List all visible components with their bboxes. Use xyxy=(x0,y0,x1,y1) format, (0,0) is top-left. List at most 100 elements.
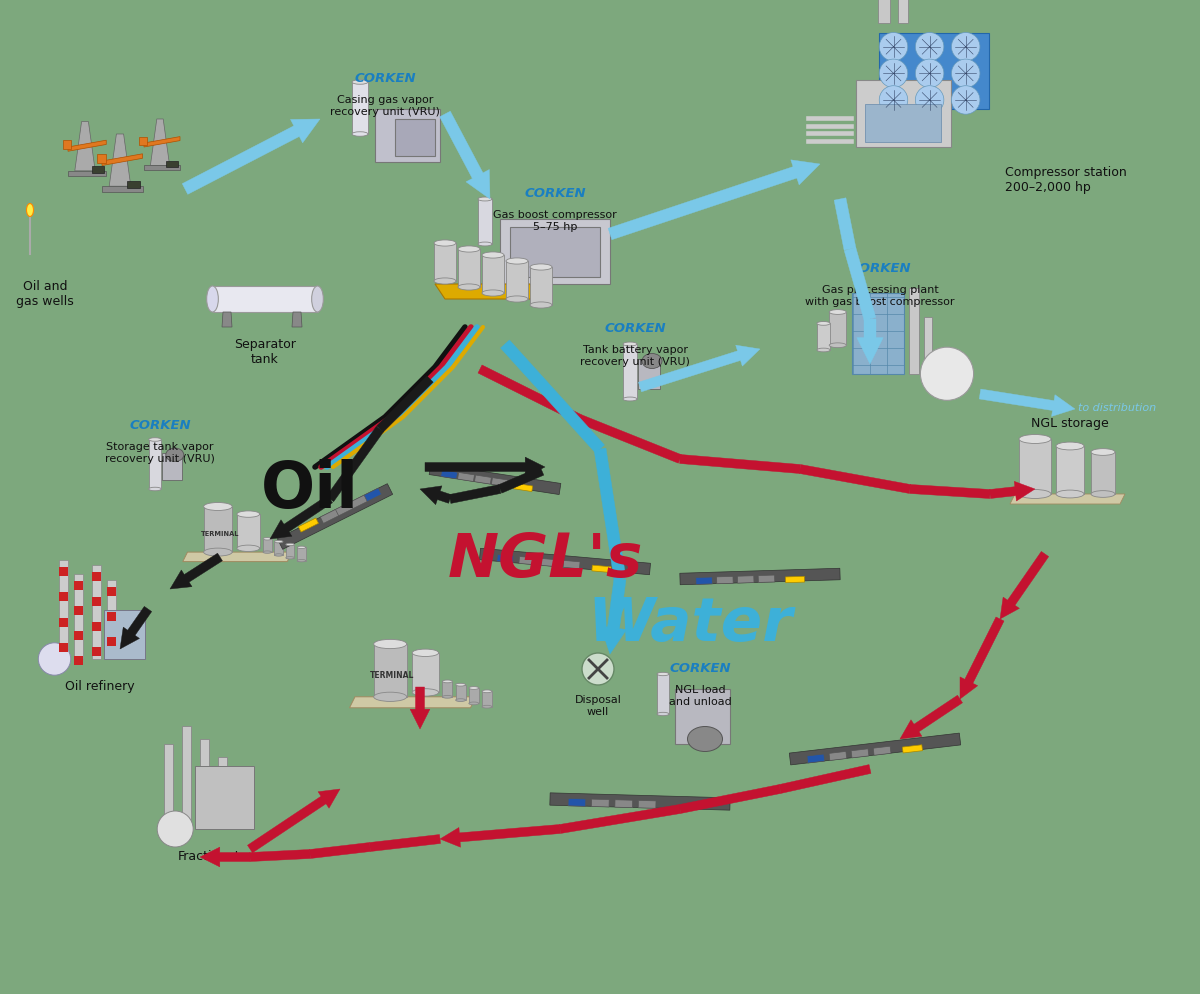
Polygon shape xyxy=(638,360,660,390)
Ellipse shape xyxy=(469,687,479,690)
Ellipse shape xyxy=(469,703,479,705)
Polygon shape xyxy=(924,317,932,375)
Text: Oil refinery: Oil refinery xyxy=(65,679,134,692)
Ellipse shape xyxy=(817,322,830,326)
Text: Disposal
well: Disposal well xyxy=(575,694,622,716)
Circle shape xyxy=(916,34,944,62)
Polygon shape xyxy=(107,580,115,659)
Polygon shape xyxy=(59,561,68,659)
Polygon shape xyxy=(68,141,107,152)
Text: CORKEN: CORKEN xyxy=(604,322,666,335)
Polygon shape xyxy=(162,453,182,480)
Polygon shape xyxy=(559,805,680,834)
Polygon shape xyxy=(440,825,560,847)
Polygon shape xyxy=(204,507,232,553)
Polygon shape xyxy=(326,427,384,502)
Polygon shape xyxy=(482,692,492,707)
Ellipse shape xyxy=(204,503,232,511)
Polygon shape xyxy=(480,549,650,576)
Polygon shape xyxy=(109,135,131,187)
Ellipse shape xyxy=(286,544,294,546)
Polygon shape xyxy=(1010,494,1126,505)
Polygon shape xyxy=(514,484,533,492)
Polygon shape xyxy=(270,496,332,540)
Polygon shape xyxy=(817,324,830,351)
Polygon shape xyxy=(104,610,144,659)
Polygon shape xyxy=(74,122,95,172)
Polygon shape xyxy=(716,577,733,584)
Ellipse shape xyxy=(458,247,480,252)
Ellipse shape xyxy=(506,296,528,303)
Polygon shape xyxy=(59,643,68,652)
Polygon shape xyxy=(834,199,856,250)
Ellipse shape xyxy=(478,198,492,202)
Polygon shape xyxy=(149,440,161,489)
Polygon shape xyxy=(167,161,178,168)
Polygon shape xyxy=(335,503,353,517)
Polygon shape xyxy=(370,835,440,852)
Polygon shape xyxy=(352,83,368,135)
Text: Casing gas vapor
recovery unit (VRU): Casing gas vapor recovery unit (VRU) xyxy=(330,94,440,116)
Polygon shape xyxy=(92,565,101,659)
Circle shape xyxy=(38,643,71,676)
Polygon shape xyxy=(436,284,540,300)
Polygon shape xyxy=(196,766,253,829)
Polygon shape xyxy=(676,689,730,745)
Circle shape xyxy=(880,34,907,62)
Polygon shape xyxy=(737,577,754,583)
Polygon shape xyxy=(68,172,107,177)
Polygon shape xyxy=(144,166,180,171)
Ellipse shape xyxy=(642,354,662,369)
Polygon shape xyxy=(568,798,586,806)
Ellipse shape xyxy=(530,302,552,309)
Polygon shape xyxy=(364,488,382,502)
Ellipse shape xyxy=(482,690,492,693)
Ellipse shape xyxy=(263,552,271,554)
Circle shape xyxy=(880,60,907,88)
Polygon shape xyxy=(758,576,775,582)
Ellipse shape xyxy=(352,132,368,137)
Polygon shape xyxy=(563,561,580,570)
Polygon shape xyxy=(592,566,611,573)
Ellipse shape xyxy=(206,286,218,313)
Polygon shape xyxy=(292,313,302,328)
Ellipse shape xyxy=(829,344,846,348)
Polygon shape xyxy=(456,685,466,701)
Ellipse shape xyxy=(456,684,466,687)
Polygon shape xyxy=(59,592,68,601)
Polygon shape xyxy=(851,749,869,758)
Text: NGL storage: NGL storage xyxy=(1031,416,1109,429)
Ellipse shape xyxy=(482,252,504,258)
Polygon shape xyxy=(150,120,169,166)
Polygon shape xyxy=(139,137,148,145)
Polygon shape xyxy=(373,644,407,697)
Ellipse shape xyxy=(149,438,161,441)
Polygon shape xyxy=(910,485,990,499)
Text: Fractionator: Fractionator xyxy=(178,849,253,862)
Text: Tank battery vapor
recovery unit (VRU): Tank battery vapor recovery unit (VRU) xyxy=(580,345,690,366)
Polygon shape xyxy=(236,515,259,549)
Polygon shape xyxy=(377,377,433,432)
Text: Oil and
gas wells: Oil and gas wells xyxy=(16,279,74,308)
Ellipse shape xyxy=(458,284,480,291)
Polygon shape xyxy=(878,0,889,24)
Text: CORKEN: CORKEN xyxy=(354,72,416,84)
Polygon shape xyxy=(696,578,713,584)
Circle shape xyxy=(582,653,614,685)
Ellipse shape xyxy=(298,560,306,563)
Polygon shape xyxy=(530,267,552,306)
Ellipse shape xyxy=(1056,442,1084,450)
Ellipse shape xyxy=(1019,435,1051,444)
Circle shape xyxy=(952,34,980,62)
Ellipse shape xyxy=(275,555,283,557)
Polygon shape xyxy=(880,34,989,109)
Ellipse shape xyxy=(263,538,271,541)
Polygon shape xyxy=(170,554,222,589)
Polygon shape xyxy=(474,475,491,485)
Polygon shape xyxy=(102,155,143,166)
Polygon shape xyxy=(92,167,103,173)
Polygon shape xyxy=(680,569,840,585)
Ellipse shape xyxy=(275,541,283,544)
Polygon shape xyxy=(349,697,476,708)
Text: Storage tank vapor
recovery unit (VRU): Storage tank vapor recovery unit (VRU) xyxy=(106,441,215,463)
